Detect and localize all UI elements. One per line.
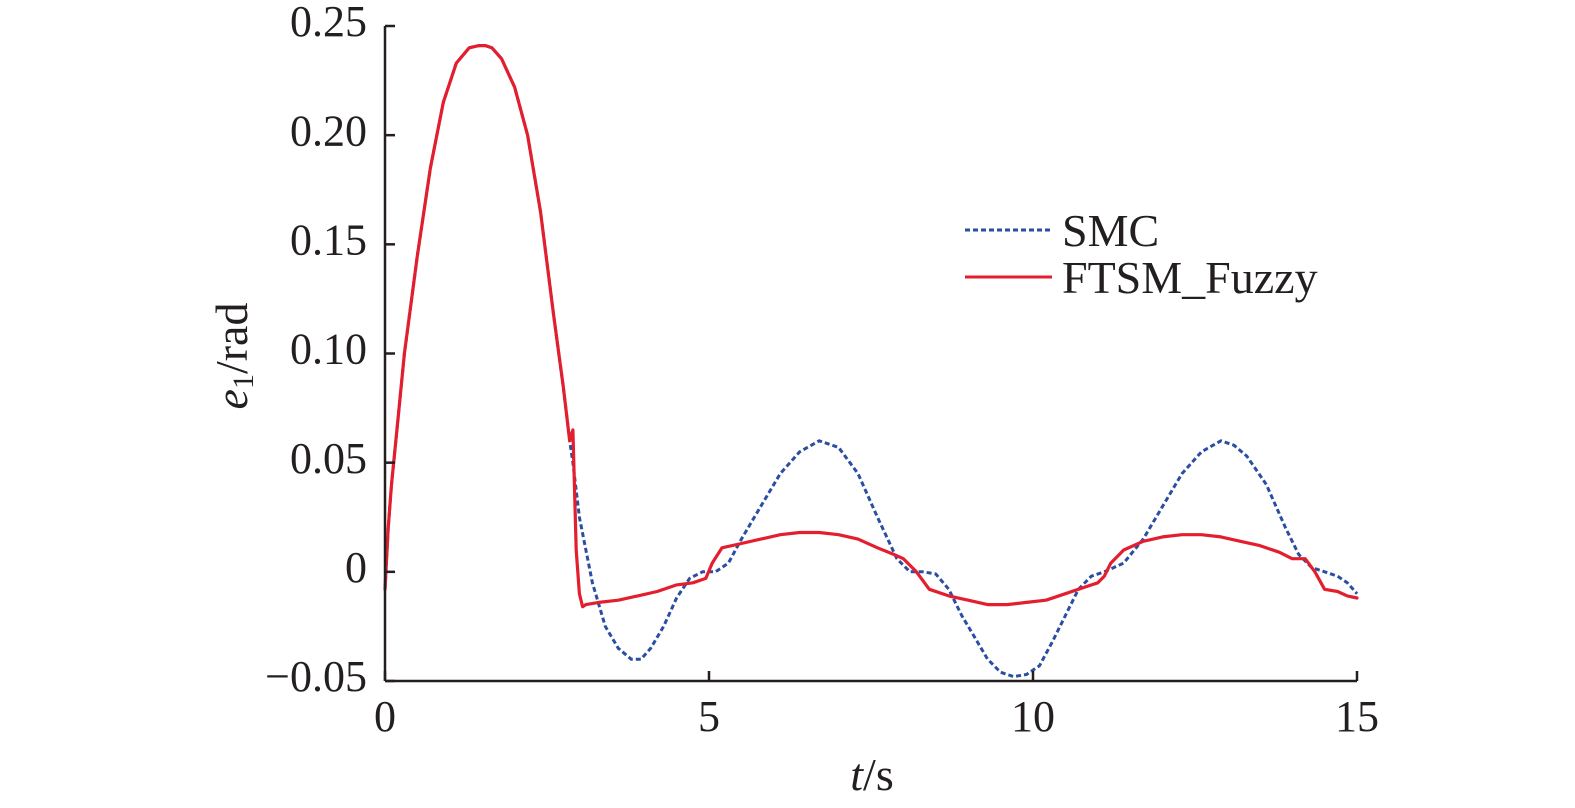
axes: [383, 26, 1357, 683]
y-tick-label: 0.20: [290, 106, 367, 155]
series-line-ftsm-fuzzy: [383, 43, 1359, 609]
y-axis-label: e1/rad: [206, 303, 260, 410]
x-tick-label: 0: [374, 692, 396, 741]
legend: SMC FTSM_Fuzzy: [965, 205, 1318, 303]
y-axis-label-unit: /rad: [206, 303, 257, 375]
svg-text:e1/rad: e1/rad: [206, 303, 260, 410]
series-line-smc: [383, 44, 1359, 679]
y-tick-label: 0.15: [290, 215, 367, 264]
y-tick-label: 0.25: [290, 0, 367, 46]
series-layer: [383, 43, 1359, 679]
y-tick-label: −0.05: [265, 652, 367, 701]
x-tick-label: 5: [698, 692, 720, 741]
x-axis-label-var: t: [850, 749, 864, 800]
legend-label-ftsm-fuzzy: FTSM_Fuzzy: [1062, 252, 1318, 303]
x-tick-label: 10: [1011, 692, 1055, 741]
y-tick-label: 0.10: [290, 325, 367, 374]
y-tick-label: 0: [345, 543, 367, 592]
x-tick-label: 15: [1335, 692, 1379, 741]
y-axis-label-subscript: 1: [227, 374, 260, 389]
y-tick-label: 0.05: [290, 434, 367, 483]
legend-label-smc: SMC: [1062, 205, 1159, 256]
y-axis-label-var: e: [206, 389, 257, 409]
x-axis-label-unit: /s: [863, 749, 894, 800]
x-axis-label: t/s: [850, 749, 893, 800]
